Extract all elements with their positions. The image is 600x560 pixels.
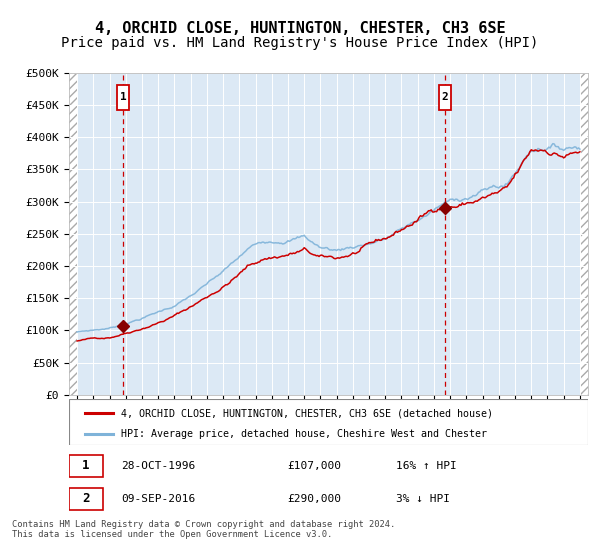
Bar [580,73,588,395]
Text: 09-SEP-2016: 09-SEP-2016 [121,494,195,503]
Text: 1: 1 [119,92,127,102]
Text: Contains HM Land Registry data © Crown copyright and database right 2024.
This d: Contains HM Land Registry data © Crown c… [12,520,395,539]
Text: 2: 2 [82,492,89,505]
FancyBboxPatch shape [117,85,129,110]
FancyBboxPatch shape [69,399,588,445]
Text: £107,000: £107,000 [287,461,341,470]
Text: 4, ORCHID CLOSE, HUNTINGTON, CHESTER, CH3 6SE: 4, ORCHID CLOSE, HUNTINGTON, CHESTER, CH… [95,21,505,36]
Text: 28-OCT-1996: 28-OCT-1996 [121,461,195,470]
Text: £290,000: £290,000 [287,494,341,503]
Text: 2: 2 [442,92,448,102]
Text: 1: 1 [82,459,89,472]
FancyBboxPatch shape [69,488,103,510]
Text: Price paid vs. HM Land Registry's House Price Index (HPI): Price paid vs. HM Land Registry's House … [61,36,539,50]
Text: 3% ↓ HPI: 3% ↓ HPI [396,494,450,503]
Bar [69,73,77,395]
FancyBboxPatch shape [439,85,451,110]
FancyBboxPatch shape [69,455,103,477]
Text: 16% ↑ HPI: 16% ↑ HPI [396,461,457,470]
Text: HPI: Average price, detached house, Cheshire West and Chester: HPI: Average price, detached house, Ches… [121,429,487,438]
Text: 4, ORCHID CLOSE, HUNTINGTON, CHESTER, CH3 6SE (detached house): 4, ORCHID CLOSE, HUNTINGTON, CHESTER, CH… [121,408,493,418]
